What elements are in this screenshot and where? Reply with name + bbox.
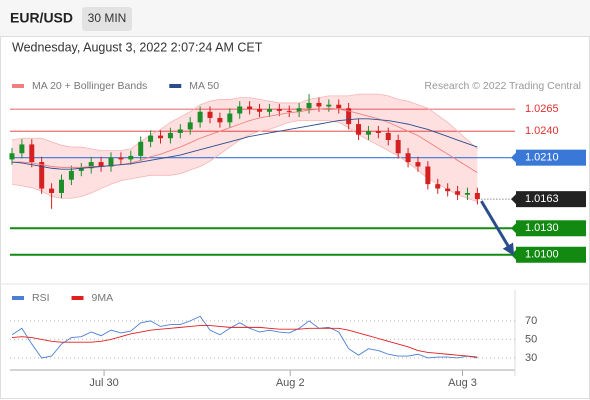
candle-body [306,102,312,109]
timeframe[interactable]: 30 MIN [88,11,127,25]
candle-body [276,109,282,111]
candle-body [474,192,480,200]
candle-body [49,188,55,193]
candle-body [177,129,183,133]
candle-body [148,135,154,142]
timeframe-badge[interactable] [82,7,132,31]
candle-body [336,104,342,109]
source: Research © 2022 Trading Central [424,80,581,92]
candle-body [58,179,64,193]
candle-body [247,106,253,110]
x-tick-label: Aug 2 [276,377,305,389]
candle-body [257,109,263,112]
date: Wednesday, August 3, 2022 2:07:24 AM CET [12,40,263,54]
candle-body [19,144,25,154]
candle-body [286,110,292,112]
level-label: 1.0265 [525,103,559,115]
ma-line [11,107,478,174]
level-box [516,149,586,166]
candle-body [108,157,114,167]
bollinger-fill [11,94,478,202]
level-pointer [511,223,516,234]
candle-body [296,108,302,112]
candle-body [395,140,401,154]
candle-body [217,117,223,123]
candle-body [346,108,352,125]
rsi-tick-label: 50 [525,333,537,345]
candle-body [326,104,332,107]
candle-body [78,168,84,171]
candle-body [138,141,144,156]
level-pointer [511,249,516,260]
candle-body [167,132,173,139]
legend-label: MA 50 [189,80,219,92]
candle-body [385,132,391,141]
rsi-line [11,325,478,358]
rsi-line [11,315,478,359]
candle-body [187,122,193,130]
candle-body [9,153,15,160]
candle-body [118,157,124,160]
level-box [516,220,586,237]
candle-body [445,188,451,192]
level-label: 1.0100 [525,249,559,261]
candle-body [197,111,203,123]
candle-body [365,131,371,135]
level-box [516,246,586,263]
level-label: 1.0210 [525,152,559,164]
candle-body [98,162,104,167]
candle-body [88,162,94,169]
candle-body [435,184,441,189]
forecast-arrow [480,200,515,256]
legend-label: MA 20 + Bollinger Bands [32,80,147,92]
x-tick-label: Aug 3 [448,377,477,389]
level-label: 1.0163 [525,193,559,205]
legend-label: RSI [32,292,50,304]
level-label: 1.0240 [525,125,559,137]
symbol: EUR/USD [10,10,73,26]
candle-body [68,170,74,180]
candle-body [425,166,431,185]
candle-body [266,109,272,112]
rsi-tick-label: 30 [525,352,537,364]
candle-body [455,191,461,195]
legend-label: 9MA [92,292,114,304]
candle-body [237,106,243,114]
candle-body [316,102,322,107]
candle-body [39,162,45,189]
level-pointer [511,194,516,205]
candle-body [375,131,381,133]
rsi-tick-label: 70 [525,315,537,327]
candle-body [405,153,411,163]
candle-body [207,111,213,118]
candle-body [128,155,134,160]
level-box [516,191,586,208]
level-label: 1.0130 [525,222,559,234]
bollinger-upper [11,93,478,152]
candle-body [227,113,233,123]
candle-body [29,144,35,163]
candle-body [415,162,421,167]
candle-body [464,192,470,195]
candle-body [356,124,362,135]
level-pointer [511,152,516,163]
candle-body [158,135,164,139]
x-tick-label: Jul 30 [89,377,118,389]
ma-line [11,118,478,170]
